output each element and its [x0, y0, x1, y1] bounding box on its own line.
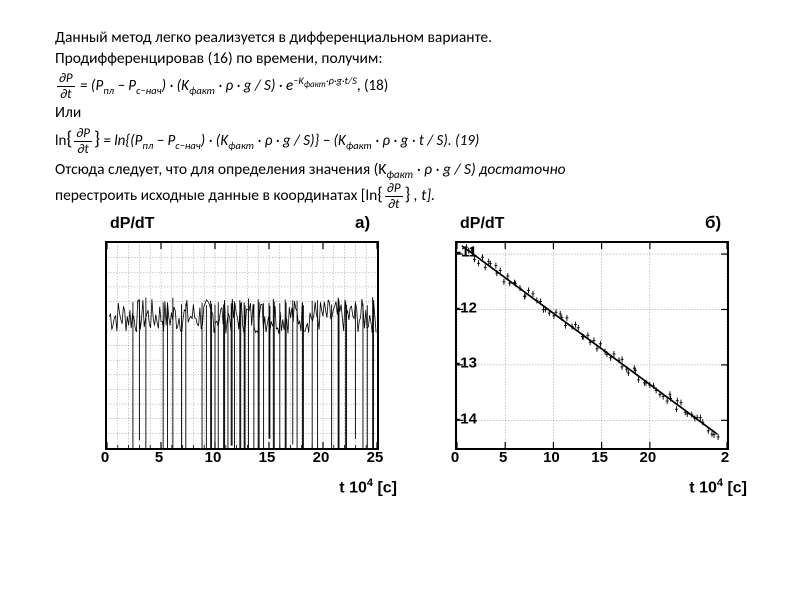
equation-19: ln{∂P∂t} = ln{(Pпл − Pс−нач) · (Kфакт · …	[55, 126, 760, 156]
chart-b-ytick: -11	[456, 244, 477, 261]
chart-b-plot	[455, 241, 729, 450]
line-2: Продифференцировав (16) по времени, полу…	[55, 49, 383, 68]
figure: dP/dT а) t 104 [c] 0510152025 dP/dT б) t…	[55, 219, 755, 509]
paragraph-2: Отсюда следует, что для определения знач…	[55, 160, 760, 212]
chart-a-xtick: 15	[259, 449, 276, 466]
chart-a-xtick: 5	[155, 449, 163, 466]
chart-b-ytick: -13	[455, 355, 477, 372]
chart-b-ytick: -14	[455, 410, 477, 427]
chart-b-xtick: 20	[640, 449, 657, 466]
chart-a-panel-label: а)	[355, 213, 370, 233]
chart-a-xtick: 20	[313, 449, 330, 466]
chart-a-svg	[107, 243, 377, 448]
chart-a-ylabel: dP/dT	[110, 215, 154, 233]
chart-b-ylabel: dP/dT	[460, 215, 504, 233]
chart-b-svg	[457, 243, 727, 448]
chart-b-ytick: -12	[455, 299, 477, 316]
ili: Или	[55, 103, 760, 124]
paragraph-1: Данный метод легко реализуется в диффере…	[55, 28, 760, 70]
chart-b-xtick: 2	[721, 449, 729, 466]
chart-b-xtick: 0	[451, 449, 459, 466]
line-1: Данный метод легко реализуется в диффере…	[55, 28, 492, 47]
chart-a-xtick: 0	[101, 449, 109, 466]
equation-18: ∂P∂t = (Pпл − Pс−нач) · (Kфакт · ρ · g /…	[55, 72, 760, 101]
chart-a-xtick: 25	[367, 449, 384, 466]
page: Данный метод легко реализуется в диффере…	[0, 0, 800, 600]
chart-b-xtick: 10	[543, 449, 560, 466]
chart-a-plot	[105, 241, 379, 450]
chart-b-xtick: 15	[591, 449, 608, 466]
chart-a-xlabel: t 104 [c]	[339, 477, 397, 497]
chart-b-panel-label: б)	[705, 213, 721, 233]
chart-b-xlabel: t 104 [c]	[689, 477, 747, 497]
chart-a-xtick: 10	[205, 449, 222, 466]
chart-b-xtick: 5	[499, 449, 507, 466]
